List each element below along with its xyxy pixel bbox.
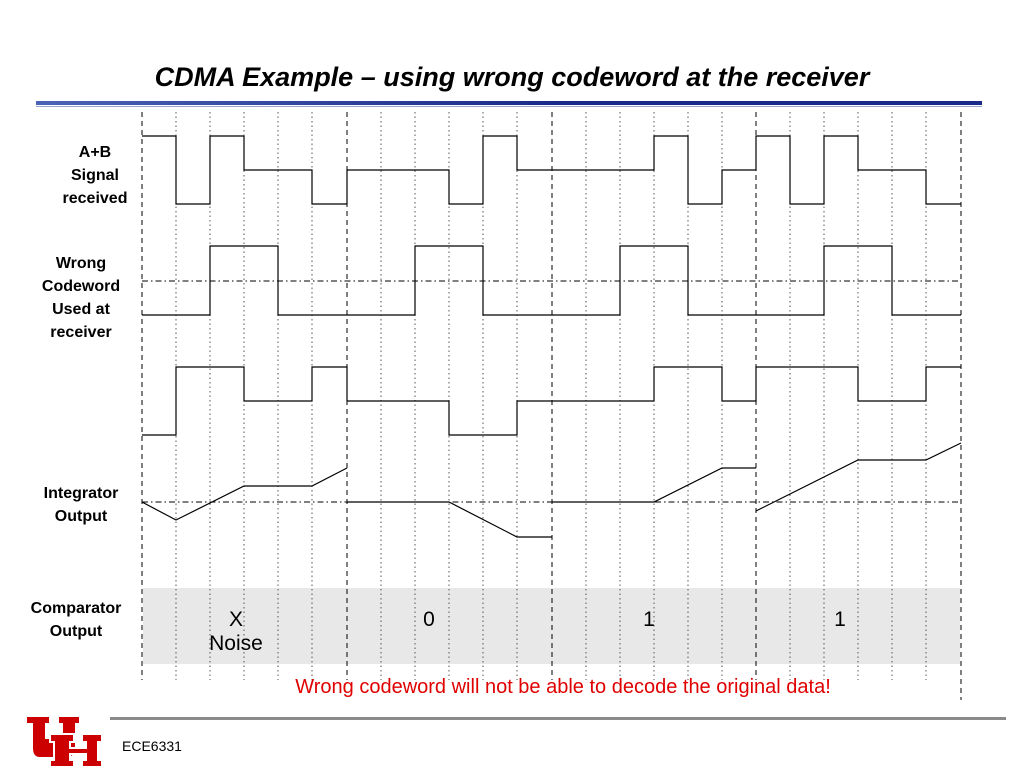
- course-label: ECE6331: [122, 738, 182, 754]
- wrong-codeword-waveform: [142, 245, 961, 316]
- label-line: Used at: [52, 301, 110, 318]
- label-wrong-codeword: Wrong Codeword Used at receiver: [26, 252, 136, 344]
- label-comparator-output: Comparator Output: [16, 597, 136, 643]
- comparator-value: 1: [834, 608, 846, 631]
- label-line: Comparator: [30, 600, 122, 617]
- label-line: Output: [49, 623, 103, 640]
- label-integrator-output: Integrator Output: [26, 482, 136, 528]
- university-of-houston-logo: [25, 715, 103, 768]
- comparator-value: X: [228, 608, 243, 631]
- title-underline-thin: [36, 106, 982, 107]
- slide-title: CDMA Example – using wrong codeword at t…: [154, 62, 870, 92]
- product-waveform: [142, 366, 961, 436]
- decode-failure-note: Wrong codeword will not be able to decod…: [295, 676, 831, 698]
- comparator-value: 1: [643, 608, 655, 631]
- signal-waveform: [142, 135, 961, 205]
- label-line: receiver: [50, 324, 112, 341]
- label-signal-received: A+B Signal received: [40, 141, 150, 210]
- integrator-ramp-bit1: [141, 467, 348, 521]
- integrator-ramp-bit3: [552, 467, 756, 503]
- label-line: Wrong: [55, 255, 107, 272]
- label-line: A+B: [78, 144, 112, 161]
- title-underline: [36, 101, 982, 105]
- chip-gridlines: [175, 112, 927, 680]
- label-line: Integrator: [43, 485, 119, 502]
- integrator-ramp-bit2: [347, 501, 552, 538]
- comparator-value-note: Noise: [209, 632, 263, 655]
- label-line: Codeword: [41, 278, 121, 295]
- label-line: Signal: [70, 167, 119, 184]
- comparator-value: 0: [423, 608, 435, 631]
- label-line: received: [62, 190, 128, 207]
- footer-divider: [110, 717, 1006, 720]
- label-line: Output: [54, 508, 108, 525]
- integrator-ramp-bit4: [755, 442, 962, 512]
